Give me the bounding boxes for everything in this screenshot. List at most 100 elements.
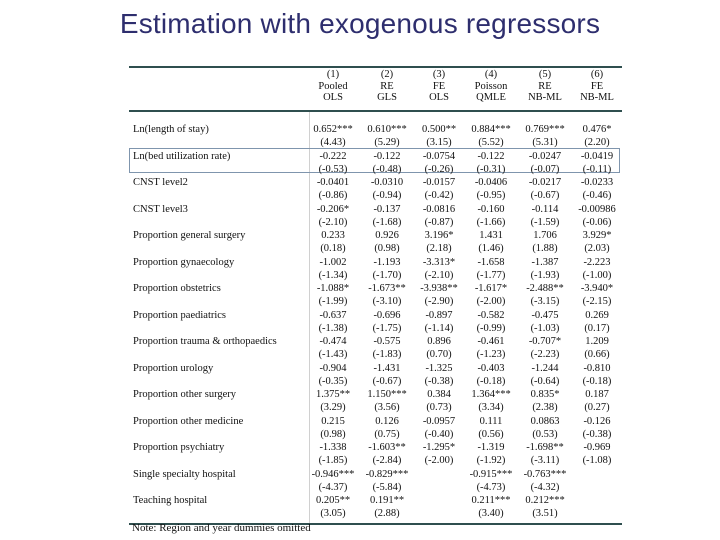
- t-statistic-cell: (-2.10): [424, 269, 454, 281]
- row-label: Proportion urology: [133, 362, 214, 374]
- table-row: Proportion general surgery 0.233 0.926 3.19…: [129, 229, 622, 242]
- slide-title: Estimation with exogenous regressors: [119, 8, 601, 39]
- table-row-tstat: (3.29) (3.56) (0.73) (3.34) (2.38) (0.27): [129, 401, 622, 414]
- coefficient-cell: -1.387: [531, 256, 559, 268]
- t-statistic-cell: (-2.90): [424, 296, 454, 307]
- t-statistic-cell: (-1.08): [582, 455, 612, 466]
- coefficient-cell: -0.0401: [316, 177, 350, 188]
- coefficient-cell: -0.461: [477, 336, 505, 347]
- coefficient-cell: 1.375**: [315, 389, 351, 400]
- column-header-line1: RE: [538, 80, 552, 92]
- row-label: Proportion general surgery: [133, 230, 246, 241]
- t-statistic-cell: (-1.92): [476, 455, 506, 466]
- coefficient-cell: 0.211***: [471, 495, 511, 506]
- column-header-2: (2) RE GLS: [360, 69, 414, 104]
- t-statistic-cell: (-1.38): [318, 322, 348, 334]
- t-statistic-cell: (-2.00): [476, 296, 506, 307]
- coefficient-cell: 0.205**: [315, 495, 351, 506]
- coefficient-cell: -1.193: [373, 256, 401, 268]
- table-row: CNST level2 -0.0401 -0.0310 -0.0157 -0.0406 -…: [129, 176, 622, 189]
- t-statistic-cell: (-3.11): [530, 455, 560, 466]
- t-statistic-cell: (1.88): [532, 243, 558, 254]
- coefficient-cell: -1.295*: [422, 442, 456, 453]
- column-header-line1: FE: [432, 80, 446, 92]
- t-statistic-cell: (-1.85): [318, 455, 348, 466]
- coefficient-cell: -0.0233: [580, 177, 614, 188]
- row-label: Proportion trauma & orthopaedics: [133, 336, 277, 347]
- row-label: Proportion other medicine: [133, 415, 244, 427]
- coefficient-cell: -0.126: [583, 415, 611, 427]
- coefficient-cell: 0.215: [321, 415, 345, 427]
- t-statistic-cell: (3.56): [374, 402, 400, 413]
- t-statistic-cell: (2.18): [426, 243, 452, 254]
- t-statistic-cell: (-1.70): [372, 269, 402, 281]
- t-statistic-cell: (-0.31): [476, 163, 506, 175]
- coefficient-cell: -3.940*: [580, 283, 614, 294]
- t-statistic-cell: (-4.37): [318, 481, 348, 493]
- row-label: Proportion gynaecology: [133, 256, 235, 268]
- t-statistic-cell: (-1.59): [530, 216, 560, 228]
- t-statistic-cell: (-0.38): [424, 375, 454, 387]
- table-row-tstat: (-2.10) (-1.68) (-0.87) (-1.66) (-1.59) (-0.0…: [129, 216, 622, 229]
- t-statistic-cell: (-0.67): [530, 190, 560, 201]
- column-header-line1: Poisson: [474, 80, 508, 92]
- coefficient-cell: -0.696: [373, 309, 401, 321]
- t-statistic-cell: (3.34): [478, 402, 504, 413]
- row-label: Proportion obstetrics: [133, 283, 221, 294]
- coefficient-cell: -0.0406: [474, 177, 508, 188]
- coefficient-cell: -0.904: [319, 362, 347, 374]
- table-row-tstat: (-1.99) (-3.10) (-2.90) (-2.00) (-3.15) (-2.1…: [129, 295, 622, 308]
- table-top-rule: [129, 66, 622, 68]
- coefficient-cell: -1.617*: [474, 283, 508, 294]
- table-row-tstat: (-1.38) (-1.75) (-1.14) (-0.99) (-1.03) (0.17…: [129, 322, 622, 335]
- coefficient-cell: -1.002: [319, 256, 347, 268]
- table-row-tstat: (-4.37) (-5.84) (-4.73) (-4.32): [129, 481, 622, 494]
- t-statistic-cell: (-0.06): [582, 216, 612, 228]
- coefficient-cell: 0.269: [585, 309, 609, 321]
- coefficient-cell: -0.114: [531, 203, 559, 215]
- t-statistic-cell: (0.27): [584, 402, 610, 413]
- t-statistic-cell: (-0.40): [424, 428, 454, 440]
- column-header-line2: QMLE: [476, 92, 506, 103]
- coefficient-cell: -0.0957: [422, 415, 456, 427]
- t-statistic-cell: (-0.86): [318, 190, 348, 201]
- t-statistic-cell: (0.73): [426, 402, 452, 413]
- regression-table: (1) Pooled OLS (2) RE GLS (3) FE OLS (4) Poisson QM…: [129, 66, 622, 526]
- table-row: Teaching hospital 0.205** 0.191** 0.211*** 0…: [129, 494, 622, 507]
- t-statistic-cell: (-1.75): [372, 322, 402, 334]
- row-label: Proportion other surgery: [133, 389, 237, 400]
- t-statistic-cell: (-0.18): [582, 375, 612, 387]
- coefficient-cell: -1.319: [477, 442, 505, 453]
- column-header-line2: OLS: [429, 92, 449, 103]
- column-header-num: (3): [432, 69, 446, 80]
- coefficient-cell: -2.488**: [526, 283, 564, 294]
- t-statistic-cell: (-1.99): [318, 296, 348, 307]
- t-statistic-cell: (-2.00): [424, 455, 454, 466]
- coefficient-cell: -1.658: [477, 256, 505, 268]
- t-statistic-cell: (-0.38): [582, 428, 612, 440]
- table-row-tstat: (-0.86) (-0.94) (-0.42) (-0.95) (-0.67) (-0.4…: [129, 189, 622, 202]
- coefficient-cell: -0.206*: [316, 203, 350, 215]
- column-header-4: (4) Poisson QMLE: [464, 69, 518, 104]
- row-label: Teaching hospital: [133, 495, 208, 506]
- t-statistic-cell: (-0.11): [582, 163, 612, 175]
- column-header-5: (5) RE NB-ML: [518, 69, 572, 104]
- column-header-line1: FE: [590, 80, 604, 92]
- t-statistic-cell: (-0.67): [372, 375, 402, 387]
- coefficient-cell: -0.0816: [422, 203, 456, 215]
- t-statistic-cell: (-1.93): [530, 269, 560, 281]
- t-statistic-cell: (3.15): [426, 137, 452, 148]
- coefficient-cell: 1.706: [533, 230, 557, 241]
- t-statistic-cell: (-0.35): [318, 375, 348, 387]
- t-statistic-cell: (-2.15): [582, 296, 612, 307]
- coefficient-cell: -0.474: [319, 336, 347, 347]
- t-statistic-cell: (-2.84): [372, 455, 402, 466]
- table-row: CNST level3 -0.206* -0.137 -0.0816 -0.160 -0.…: [129, 203, 622, 216]
- coefficient-cell: -1.088*: [316, 283, 350, 294]
- coefficient-cell: -0.475: [531, 309, 559, 321]
- coefficient-cell: -0.137: [373, 203, 401, 215]
- coefficient-cell: 0.111: [479, 415, 503, 427]
- t-statistic-cell: (4.43): [320, 137, 346, 148]
- table-row: Proportion other medicine 0.215 0.126 -0.09…: [129, 415, 622, 428]
- label-column-divider: [309, 112, 310, 523]
